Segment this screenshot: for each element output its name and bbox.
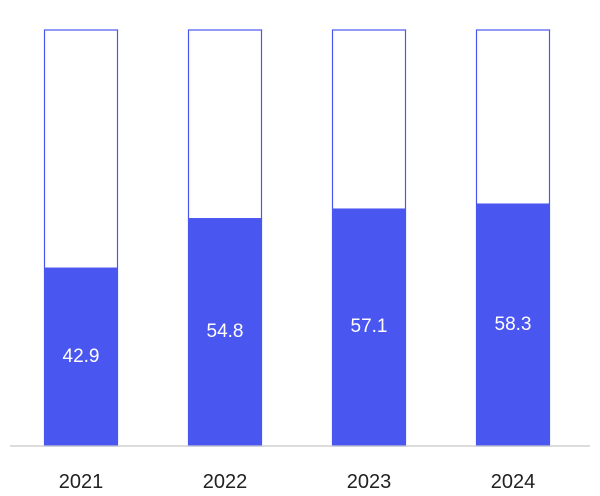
x-axis-tick-labels: 2021 2022 2023 2024 bbox=[59, 471, 536, 493]
data-label-2021: 42.9 bbox=[63, 346, 100, 367]
bar-2021 bbox=[44, 267, 118, 446]
x-tick-label-2023: 2023 bbox=[347, 471, 392, 493]
data-label-2024: 58.3 bbox=[495, 314, 532, 335]
bars-group: 42.9 54.8 57.1 58.3 bbox=[43, 29, 551, 447]
x-tick-label-2021: 2021 bbox=[59, 471, 104, 493]
x-tick-label-2024: 2024 bbox=[491, 471, 536, 493]
bar-2023 bbox=[332, 208, 406, 446]
bar-2024 bbox=[476, 203, 550, 446]
x-tick-label-2022: 2022 bbox=[203, 471, 248, 493]
data-label-2023: 57.1 bbox=[351, 316, 388, 337]
bar-2022 bbox=[188, 218, 262, 446]
data-label-2022: 54.8 bbox=[207, 321, 244, 342]
